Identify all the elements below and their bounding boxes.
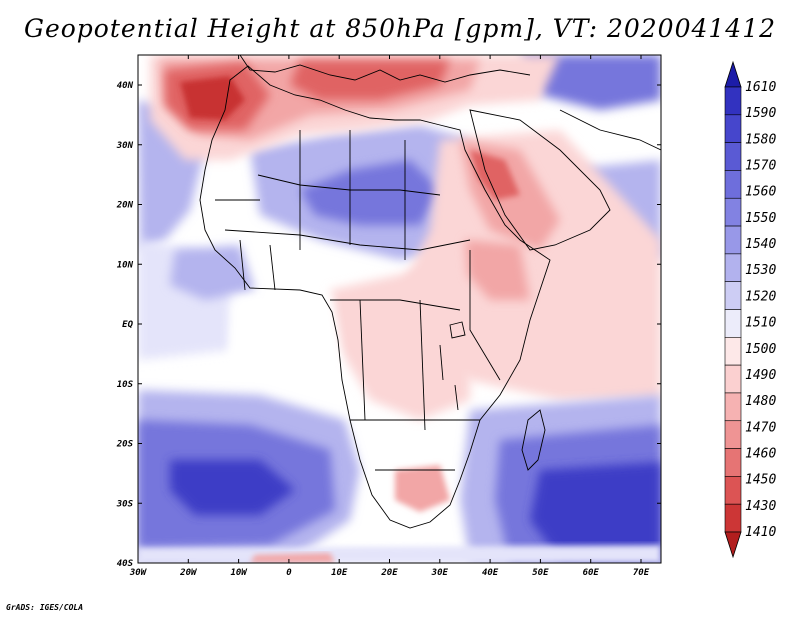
chart-title: Geopotential Height at 850hPa [gpm], VT:…	[23, 14, 777, 43]
colorbar-swatch	[724, 503, 742, 533]
lat-label: 20N	[116, 201, 134, 211]
colorbar-swatch	[724, 253, 742, 282]
colorbar-label: 1460	[745, 446, 776, 461]
lake-tanganyika	[439, 344, 444, 381]
colorbar-swatch	[724, 114, 742, 143]
latitude-labels: 40N 30N 20N 10N EQ 10S 20S 30S 40S	[116, 81, 134, 569]
colorbar-swatch	[724, 281, 742, 310]
colorbar-swatch	[724, 86, 742, 116]
lat-label: 30N	[116, 141, 134, 151]
colorbar-label: 1510	[745, 316, 776, 331]
shade-red-sea-core	[470, 150, 520, 200]
border-east	[469, 250, 501, 381]
colorbar-label: 1490	[745, 368, 776, 383]
colorbar-label: 1550	[745, 211, 776, 226]
colorbar-label: 1580	[745, 132, 776, 147]
shade-ethiopia-low	[465, 240, 530, 300]
lat-label: 10N	[117, 260, 134, 270]
africa-coastline	[199, 65, 551, 529]
colorbar-swatch	[724, 476, 742, 505]
colorbar-label: 1480	[745, 394, 776, 409]
lon-label: 50E	[532, 568, 549, 578]
lon-label: 10W	[230, 568, 248, 578]
shade-south-africa-low	[395, 465, 450, 512]
europe-coastline	[239, 55, 531, 83]
arabia-coastline	[469, 109, 611, 251]
colorbar-label: 1520	[745, 289, 776, 304]
colorbar-swatch	[724, 337, 742, 366]
lake-malawi	[454, 384, 459, 411]
colorbar-label: 1590	[745, 106, 776, 121]
madagascar-coastline	[521, 409, 546, 471]
shade-indian-deep	[530, 462, 661, 563]
shade-equatorial-white	[230, 295, 340, 400]
colorbar-swatch	[724, 420, 742, 449]
shade-south-strip-neutral	[138, 545, 661, 563]
shade-south-atlantic-deep	[170, 460, 295, 515]
colorbar-label: 1450	[745, 473, 776, 488]
map-frame	[137, 54, 662, 564]
colorbar	[724, 60, 742, 559]
colorbar-swatch	[724, 142, 742, 171]
shade-middle-east-blue	[520, 55, 661, 110]
border-central-2	[359, 299, 366, 421]
axis-ticks	[137, 55, 661, 564]
lake-victoria	[449, 321, 466, 339]
colorbar-labels: 1610 1590 1580 1570 1560 1550 1540 1530 1520 1510…	[745, 80, 776, 540]
colorbar-label: 1470	[745, 420, 776, 435]
coastlines	[199, 55, 661, 529]
lon-label: 70E	[633, 568, 650, 578]
colorbar-label: 1570	[745, 159, 776, 174]
lon-label: 20W	[179, 568, 198, 578]
colorbar-swatch	[724, 225, 742, 255]
border-west-3	[269, 244, 276, 291]
colorbar-label: 1610	[745, 80, 776, 95]
lon-label: 0	[286, 568, 292, 578]
colorbar-swatch	[724, 309, 742, 338]
lon-label: 20E	[380, 568, 398, 578]
colorbar-label: 1410	[745, 525, 776, 540]
colorbar-swatch	[724, 364, 742, 394]
longitude-labels: 30W 20W 10W 0 10E 20E 30E 40E 50E 60E 70E	[129, 568, 650, 578]
asia-coastline	[559, 109, 661, 151]
colorbar-top-arrow	[724, 60, 742, 88]
colorbar-swatch	[724, 392, 742, 422]
lat-label: 40S	[117, 559, 134, 569]
lat-label: 10S	[117, 380, 134, 390]
colorbar-bottom-arrow	[724, 531, 742, 559]
shade-central-africa-light	[330, 270, 470, 420]
lat-label: EQ	[122, 320, 133, 330]
border-sahel	[224, 229, 471, 251]
border-west-2	[239, 239, 246, 291]
lon-label: 30W	[129, 568, 148, 578]
credit-text: GrADS: IGES/COLA	[6, 603, 84, 612]
lon-label: 10E	[331, 568, 348, 578]
border-central-3	[419, 299, 426, 431]
shade-south-low	[250, 553, 335, 563]
colorbar-label: 1560	[745, 185, 776, 200]
lon-label: 60E	[583, 568, 600, 578]
shade-med-low-deep	[290, 60, 450, 100]
lat-label: 40N	[117, 81, 134, 91]
colorbar-swatch	[724, 197, 742, 227]
lon-label: 40E	[482, 568, 499, 578]
colorbar-label: 1530	[745, 263, 776, 278]
lat-label: 30S	[116, 499, 134, 509]
height-field	[138, 55, 661, 563]
colorbar-swatch	[724, 170, 742, 199]
border-central	[330, 299, 461, 311]
colorbar-label: 1430	[745, 499, 776, 514]
lat-label: 20S	[116, 440, 134, 450]
shade-west-africa-blue	[170, 245, 255, 300]
lon-label: 30E	[431, 568, 449, 578]
colorbar-label: 1500	[745, 342, 776, 357]
colorbar-swatch	[724, 448, 742, 477]
colorbar-label: 1540	[745, 237, 776, 252]
